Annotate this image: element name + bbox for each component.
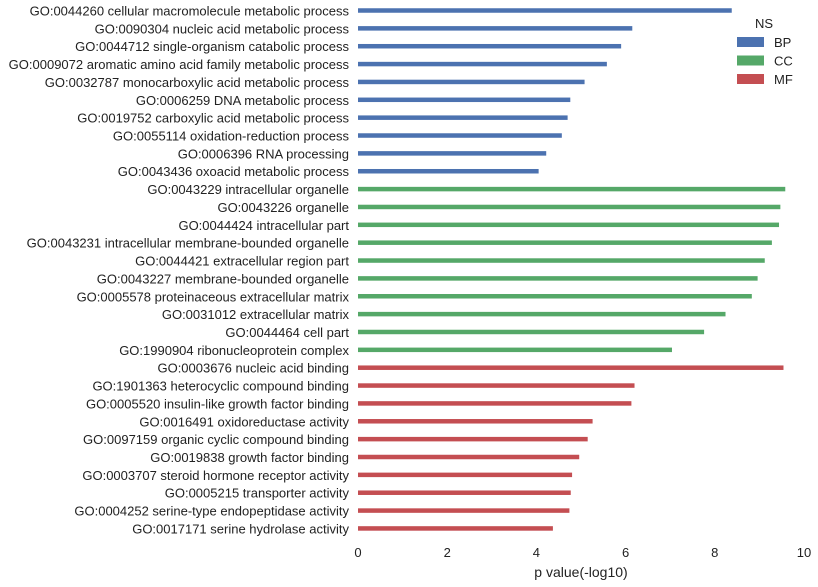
x-tick-label: 2	[444, 545, 451, 560]
bar-cc	[358, 347, 672, 353]
category-label: GO:0032787 monocarboxylic acid metabolic…	[45, 75, 350, 90]
bar-mf	[358, 436, 588, 442]
category-label: GO:0044464 cell part	[225, 325, 349, 340]
legend-label-cc: CC	[774, 54, 793, 69]
bar-cc	[358, 294, 752, 299]
x-axis-label: p value(-log10)	[534, 564, 627, 580]
bar-mf	[358, 508, 570, 513]
bar-cc	[358, 186, 786, 192]
x-axis-ticks: 0 2 4 6 8 10	[354, 545, 811, 560]
bar-mf	[358, 490, 571, 495]
bar-mf	[358, 401, 632, 406]
category-label: GO:0097159 organic cyclic compound bindi…	[83, 432, 349, 447]
bar-bp	[358, 8, 732, 13]
category-label: GO:0043436 oxoacid metabolic process	[118, 164, 350, 179]
category-label: GO:0016491 oxidoreductase activity	[139, 414, 349, 429]
bar-bp	[358, 43, 622, 49]
category-label: GO:0044260 cellular macromolecule metabo…	[30, 4, 350, 19]
category-label: GO:0017171 serine hydrolase activity	[132, 521, 349, 536]
category-label: GO:1990904 ribonucleoprotein complex	[119, 343, 349, 358]
bar-bp	[358, 133, 562, 138]
category-label: GO:0006259 DNA metabolic process	[136, 93, 350, 108]
legend-swatch-cc	[737, 55, 764, 66]
category-label: GO:0003707 steroid hormone receptor acti…	[82, 468, 349, 483]
bars-layer	[358, 8, 786, 531]
legend-swatch-bp	[737, 37, 764, 47]
legend-label-mf: MF	[774, 72, 793, 87]
bar-bp	[358, 61, 607, 67]
category-label: GO:0019838 growth factor binding	[150, 450, 349, 465]
x-tick-label: 8	[711, 545, 718, 560]
bar-bp	[358, 26, 633, 31]
bar-cc	[358, 222, 780, 228]
bar-mf	[358, 526, 553, 531]
category-label: GO:0043231 intracellular membrane-bounde…	[27, 236, 349, 251]
bar-cc	[358, 240, 772, 245]
category-label: GO:0043226 organelle	[217, 200, 349, 215]
legend-swatch-mf	[737, 74, 764, 84]
category-label: GO:0006396 RNA processing	[178, 146, 349, 161]
bar-bp	[358, 79, 585, 85]
bar-cc	[358, 258, 765, 263]
bar-cc	[358, 329, 705, 335]
category-label: GO:0005520 insulin-like growth factor bi…	[86, 396, 349, 411]
bar-cc	[358, 311, 726, 317]
bar-bp	[358, 168, 539, 174]
category-label: GO:0090304 nucleic acid metabolic proces…	[95, 21, 350, 36]
category-label: GO:0019752 carboxylic acid metabolic pro…	[77, 111, 349, 126]
category-label: GO:0043229 intracellular organelle	[147, 182, 349, 197]
category-label: GO:0044421 extracellular region part	[135, 254, 349, 269]
category-label: GO:0055114 oxidation-reduction process	[113, 129, 350, 144]
category-labels: GO:0044260 cellular macromolecule metabo…	[9, 4, 350, 537]
x-tick-label: 10	[797, 545, 811, 560]
category-label: GO:0003676 nucleic acid binding	[157, 361, 349, 376]
bar-bp	[358, 115, 568, 120]
bar-mf	[358, 419, 593, 424]
category-label: GO:0005578 proteinaceous extracellular m…	[77, 289, 350, 304]
category-label: GO:0044712 single-organism catabolic pro…	[75, 39, 349, 54]
bar-mf	[358, 365, 784, 370]
x-tick-label: 6	[622, 545, 629, 560]
bar-bp	[358, 151, 547, 156]
x-tick-label: 0	[354, 545, 361, 560]
legend-label-bp: BP	[774, 35, 791, 50]
bar-mf	[358, 472, 573, 478]
bar-mf	[358, 383, 635, 388]
category-label: GO:0004252 serine-type endopeptidase act…	[74, 504, 349, 519]
bar-cc	[358, 276, 758, 281]
bar-mf	[358, 454, 580, 460]
category-label: GO:0005215 transporter activity	[165, 486, 350, 501]
legend-title: NS	[755, 16, 773, 31]
category-label: GO:0043227 membrane-bounded organelle	[97, 271, 349, 286]
category-label: GO:0009072 aromatic amino acid family me…	[9, 57, 350, 72]
category-label: GO:1901363 heterocyclic compound binding	[92, 379, 349, 394]
bar-bp	[358, 97, 571, 103]
category-label: GO:0031012 extracellular matrix	[162, 307, 350, 322]
legend: NS BP CC MF	[737, 16, 793, 87]
category-label: GO:0044424 intracellular part	[178, 218, 349, 233]
bar-cc	[358, 204, 781, 210]
x-tick-label: 4	[533, 545, 540, 560]
